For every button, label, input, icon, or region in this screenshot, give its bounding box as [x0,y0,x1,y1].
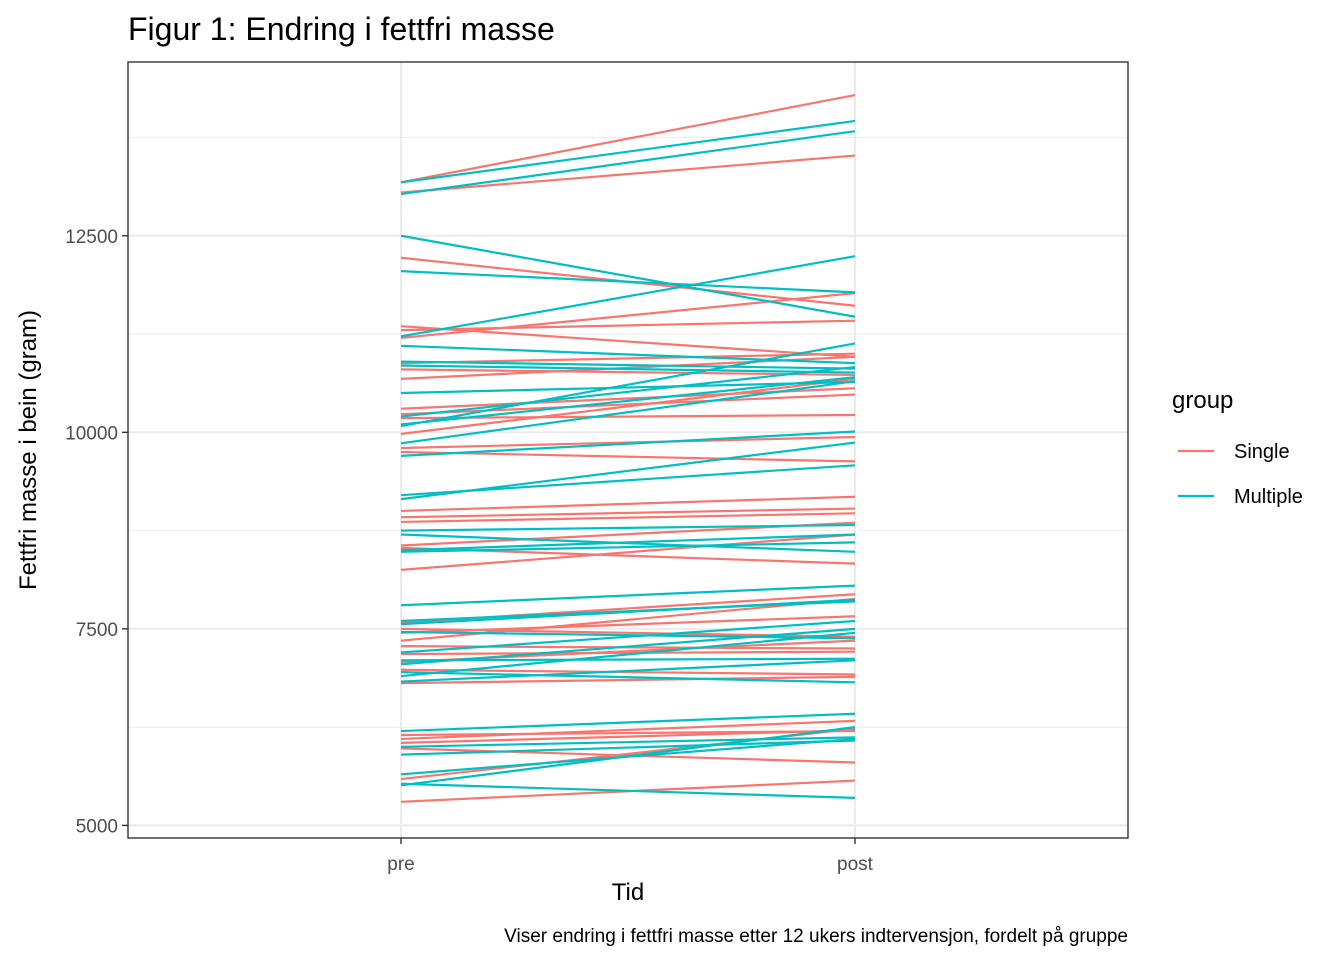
legend-title: group [1172,387,1233,414]
plot-panel [127,61,1129,839]
data-line-multiple [400,736,856,748]
data-line-single [400,729,856,744]
data-line-multiple [400,631,856,678]
data-line-multiple [400,344,856,365]
chart-caption: Viser endring i fettfri masse etter 12 u… [504,926,1128,947]
legend-item-multiple: Multiple [1178,486,1303,508]
data-line-multiple [400,130,856,196]
data-line-multiple [400,255,856,338]
data-line-multiple [400,365,856,418]
data-line-single [400,512,856,524]
data-line-multiple [400,619,856,654]
data-line-multiple [400,441,856,501]
y-axis-title: Fettfri masse i bein (gram) [15,310,42,590]
data-line-multiple [400,376,856,426]
data-line-single [400,352,856,365]
data-line-single [400,368,856,377]
data-line-single [400,719,856,741]
panel-background [128,62,1128,838]
data-line-multiple [400,630,856,640]
data-line-multiple [400,657,856,662]
data-line-multiple [400,541,856,553]
data-line-single [400,675,856,685]
chart-title: Figur 1: Endring i fettfri masse [128,11,555,47]
data-line-single [400,292,856,340]
data-line-single [400,533,856,571]
data-line-multiple [400,430,856,457]
y-tick-label: 5000 [76,816,118,837]
data-line-single [400,650,856,656]
x-tick-label: post [837,854,874,875]
data-line-multiple [400,342,856,428]
data-line-multiple [400,270,856,294]
data-line-multiple [400,360,856,370]
legend-label: Multiple [1234,486,1303,508]
data-line-single [400,668,856,676]
data-line-single [400,393,856,416]
data-line-multiple [400,712,856,733]
legend-item-single: Single [1178,441,1290,463]
data-line-single [400,495,856,513]
data-line-multiple [400,627,856,666]
x-axis: pre post [387,838,874,875]
legend-label: Single [1234,441,1290,463]
data-line-single [400,377,856,435]
data-line-single [400,450,856,463]
series-multiple [400,119,856,800]
x-axis-title: Tid [612,879,644,906]
y-axis: 5000 7500 10000 12500 [65,227,128,837]
data-line-multiple [400,671,856,684]
data-line-multiple [400,364,856,374]
data-line-single [400,507,856,519]
data-line-single [400,319,856,332]
data-line-multiple [400,380,856,445]
data-line-multiple [400,234,856,318]
data-line-multiple [400,523,856,532]
data-line-single [400,93,856,184]
data-line-multiple [400,533,856,552]
data-line-multiple [400,659,856,683]
data-line-single [400,435,856,450]
data-line-multiple [400,584,856,607]
data-line-multiple [400,380,856,395]
data-line-multiple [400,119,856,184]
data-line-multiple [400,739,856,756]
data-line-single [400,615,856,634]
x-tick-label: pre [387,854,414,875]
data-line-multiple [400,598,856,626]
data-line-multiple [400,726,856,787]
y-tick-label: 10000 [65,423,118,444]
data-line-multiple [400,782,856,800]
legend: group Single Multiple [1172,387,1303,508]
y-tick-label: 7500 [76,620,118,641]
panel-border [127,61,1129,839]
data-line-single [400,154,856,194]
y-tick-label: 12500 [65,227,118,248]
